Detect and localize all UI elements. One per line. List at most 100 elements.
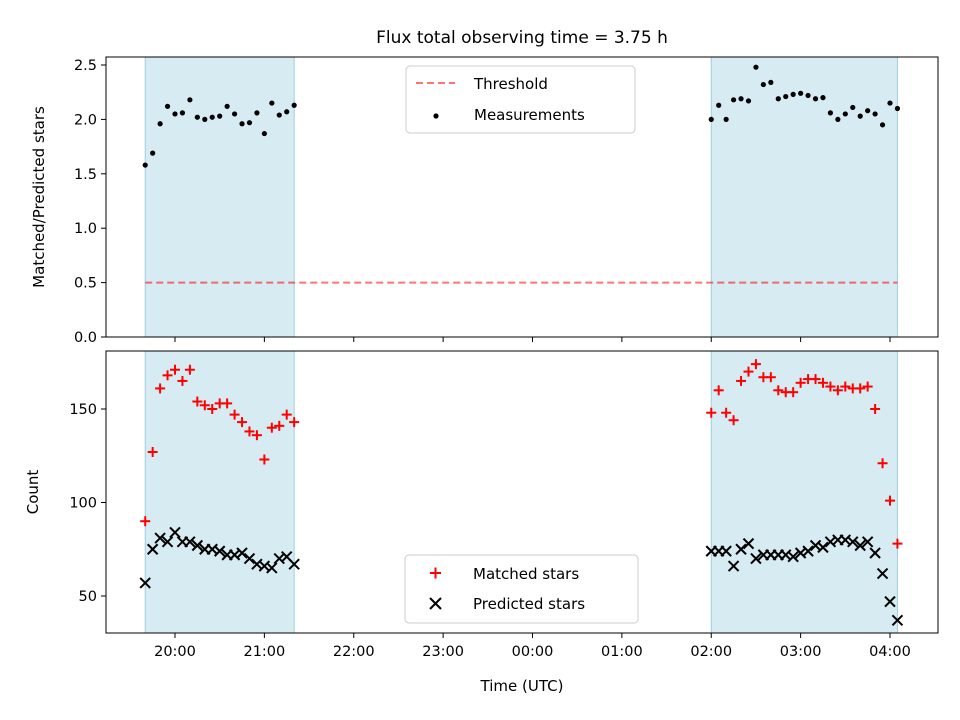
- predicted-star-point: [802, 545, 814, 557]
- predicted-star-point: [288, 558, 300, 570]
- count-panel: 50 100 150 20:00 21:00 22:00 23:00 00:00 01:00 02…: [24, 350, 939, 660]
- predicted-star-point: [891, 614, 904, 627]
- predicted-star-point: [742, 537, 755, 550]
- observing-span: [710, 350, 898, 634]
- measurement-point: [239, 121, 245, 127]
- measurement-point: [857, 113, 863, 119]
- predicted-star-point: [154, 532, 166, 544]
- y-tick-label: 50: [79, 589, 97, 605]
- predicted-star-point: [243, 552, 256, 565]
- matched-star-point: [706, 407, 717, 418]
- predicted-star-point: [266, 562, 278, 574]
- matched-star-point: [736, 375, 747, 386]
- matched-star-point: [750, 359, 761, 370]
- matched-star-point: [237, 417, 248, 428]
- predicted-star-point: [787, 551, 799, 563]
- x-tick-label: 04:00: [869, 644, 911, 660]
- matched-star-point: [281, 409, 292, 420]
- predicted-star-point: [727, 560, 740, 572]
- measurement-point: [783, 93, 789, 100]
- y-tick-label: 2.5: [74, 58, 97, 74]
- y-axis-label: Matched/Predicted stars: [30, 106, 48, 288]
- matched-star-point: [870, 404, 881, 414]
- predicted-star-point: [735, 543, 747, 555]
- matched-star-point: [713, 385, 724, 396]
- ratio-panel: 0.0 0.5 1.0 1.5 2.0 2.5 Matched/Predicted star…: [30, 56, 939, 346]
- predicted-star-point: [184, 536, 196, 548]
- measurement-point: [730, 97, 737, 103]
- predicted-star-point: [869, 547, 881, 559]
- matched-star-point: [862, 381, 873, 392]
- measurement-point: [157, 121, 163, 127]
- legend: Threshold Measurements: [405, 65, 636, 134]
- x-tick-label: 23:00: [422, 644, 464, 660]
- predicted-star-point: [236, 547, 248, 559]
- matched-star-point: [877, 458, 888, 469]
- measurement-point: [850, 104, 856, 111]
- matched-star-point: [170, 364, 180, 375]
- matched-star-point: [251, 430, 262, 441]
- matched-star-point: [259, 454, 270, 465]
- x-tick-label: 01:00: [601, 644, 643, 660]
- predicted-star-point: [847, 536, 859, 548]
- measurement-point: [291, 102, 297, 108]
- x-tick-label: 02:00: [690, 644, 732, 660]
- matched-star-point: [162, 370, 173, 381]
- measurement-point: [284, 109, 290, 115]
- legend-measurements-label: Measurements: [474, 106, 585, 124]
- predicted-star-point: [191, 539, 204, 552]
- matched-star-point: [199, 400, 210, 411]
- matched-star-point: [773, 385, 784, 396]
- legend-threshold-label: Threshold: [473, 75, 548, 93]
- measurement-point: [269, 100, 275, 106]
- y-tick-label: 100: [69, 496, 97, 512]
- predicted-star-point: [720, 545, 732, 557]
- matched-star-point: [765, 372, 776, 383]
- predicted-star-point: [817, 541, 829, 554]
- x-tick-label: 21:00: [243, 644, 285, 660]
- measurement-point: [775, 96, 781, 102]
- matched-star-point: [832, 385, 843, 396]
- legend-measurements-swatch: [433, 113, 439, 119]
- measurement-point: [879, 122, 886, 128]
- matched-star-point: [817, 377, 828, 388]
- measurement-point: [179, 110, 186, 116]
- measurement-point: [194, 114, 200, 120]
- measurement-point: [745, 98, 752, 104]
- measurement-point: [835, 116, 841, 122]
- matched-star-point: [795, 377, 806, 388]
- y-axis-label: Count: [24, 470, 42, 515]
- measurement-point: [202, 116, 208, 122]
- matched-star-point: [855, 383, 866, 394]
- measurement-point: [164, 103, 171, 109]
- axes-frame: [105, 56, 939, 338]
- matched-star-point: [192, 396, 203, 407]
- measurement-point: [254, 110, 260, 116]
- predicted-star-point: [861, 536, 874, 548]
- measurement-point: [753, 64, 759, 70]
- predicted-star-point: [854, 539, 866, 552]
- y-tick-label: 1.5: [74, 167, 97, 183]
- matched-star-point: [244, 426, 255, 437]
- measurement-point: [142, 162, 148, 168]
- matched-star-point: [274, 420, 285, 431]
- legend-predicted-label: Predicted stars: [473, 595, 585, 613]
- measurement-point: [872, 111, 878, 117]
- measurement-point: [798, 90, 804, 96]
- x-axis-label: Time (UTC): [480, 677, 564, 695]
- axes-frame: [105, 350, 939, 634]
- matched-star-point: [155, 383, 166, 394]
- x-tick-label: 03:00: [780, 644, 822, 660]
- measurement-point: [812, 96, 819, 102]
- measurement-point: [276, 112, 282, 118]
- matched-star-point: [825, 381, 836, 392]
- legend-box: [405, 65, 636, 134]
- measurement-point: [150, 150, 156, 156]
- matched-star-point: [222, 398, 233, 409]
- measurement-point: [865, 108, 871, 114]
- y-tick-label: 0.5: [74, 276, 97, 292]
- matched-star-point: [147, 447, 158, 458]
- x-tick-label: 22:00: [333, 644, 375, 660]
- predicted-star-point: [750, 552, 762, 565]
